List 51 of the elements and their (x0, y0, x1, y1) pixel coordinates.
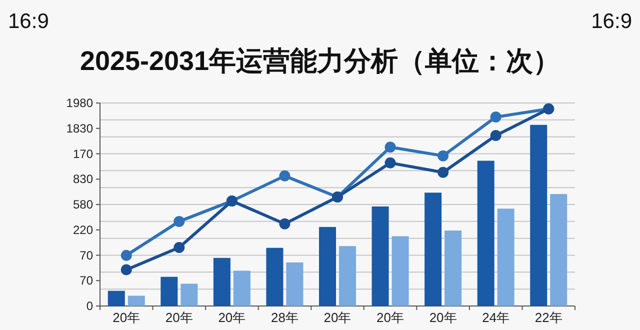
point (174, 242, 185, 253)
text: 1830 (66, 121, 94, 136)
bar (180, 284, 198, 306)
point (438, 150, 449, 162)
bar (392, 236, 409, 306)
text: 70 (80, 248, 94, 262)
bar (550, 194, 568, 306)
point (120, 264, 132, 276)
x-tick-label: 20年 (218, 310, 246, 325)
bar (233, 270, 250, 306)
point (279, 218, 290, 230)
x-tick-label: 28年 (270, 310, 298, 325)
text: 0 (86, 299, 94, 313)
text: 170 (72, 146, 94, 161)
x-tick-label: 20年 (324, 310, 352, 325)
point (384, 142, 396, 153)
bar (213, 258, 230, 306)
point (490, 111, 502, 122)
x-tick-label: 20年 (165, 310, 193, 325)
text: 1980 (66, 96, 94, 110)
chart-title: 2025-2031年运营能力分析（单位：次） (80, 46, 560, 76)
bar (266, 248, 284, 306)
bar (424, 192, 442, 306)
text: 220 (72, 222, 94, 237)
x-tick-label: 20年 (429, 310, 457, 325)
x-tick-label: 20年 (112, 310, 140, 325)
bar (372, 206, 389, 306)
text: 16:9 (591, 10, 632, 33)
point (120, 250, 132, 261)
bar (108, 290, 125, 306)
bar (530, 124, 548, 306)
point (279, 170, 290, 182)
bar (319, 226, 336, 306)
x-tick-label: 22年 (534, 310, 562, 325)
bar (128, 296, 145, 306)
bar (497, 208, 514, 306)
text: 16:9 (8, 10, 49, 33)
text: 830 (72, 172, 94, 186)
point (384, 157, 396, 168)
point (490, 130, 502, 142)
point (438, 166, 449, 178)
x-tick-label: 24年 (482, 310, 510, 325)
bar (477, 160, 494, 306)
text: 70 (80, 274, 94, 288)
bar (286, 262, 304, 306)
text: 580 (72, 198, 94, 212)
point (174, 216, 185, 227)
bar (339, 246, 356, 306)
bar (160, 276, 178, 306)
x-tick-label: 20年 (376, 310, 404, 325)
bar (444, 230, 462, 306)
